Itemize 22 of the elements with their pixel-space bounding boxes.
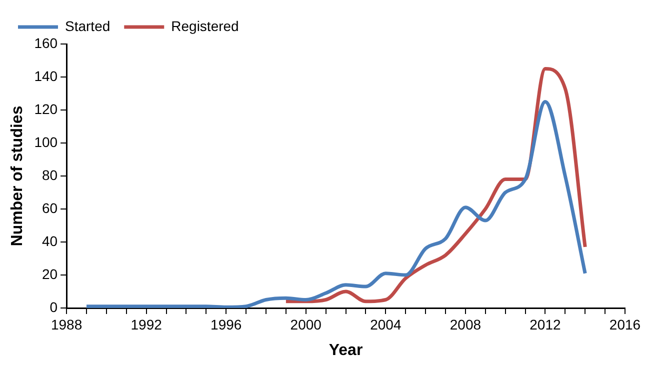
y-tick-label: 160: [34, 34, 58, 51]
x-tick-label: 1988: [50, 316, 82, 332]
legend-label: Registered: [171, 18, 239, 34]
x-tick-label: 2016: [609, 316, 641, 332]
line-series: [84, 100, 587, 308]
x-tick-label: 2012: [530, 316, 562, 332]
x-tick-label: 1996: [210, 316, 242, 332]
x-tick-label: 2004: [370, 316, 402, 332]
y-axis-title: Number of studies: [9, 106, 26, 246]
x-tick-label: 2008: [450, 316, 482, 332]
y-tick-label: 80: [42, 166, 58, 183]
x-axis-title: Year: [328, 342, 363, 359]
y-tick-label: 140: [34, 68, 58, 84]
y-tick-label: 0: [50, 298, 58, 315]
legend-label: Started: [65, 18, 110, 34]
y-tick-label: 40: [42, 232, 58, 249]
x-tick-label: 2000: [290, 316, 322, 332]
y-tick-label: 20: [42, 266, 58, 282]
y-tick-label: 60: [42, 200, 58, 216]
y-tick-label: 120: [34, 100, 58, 117]
y-tick-label: 100: [34, 134, 58, 150]
x-tick-label: 1992: [130, 316, 162, 332]
